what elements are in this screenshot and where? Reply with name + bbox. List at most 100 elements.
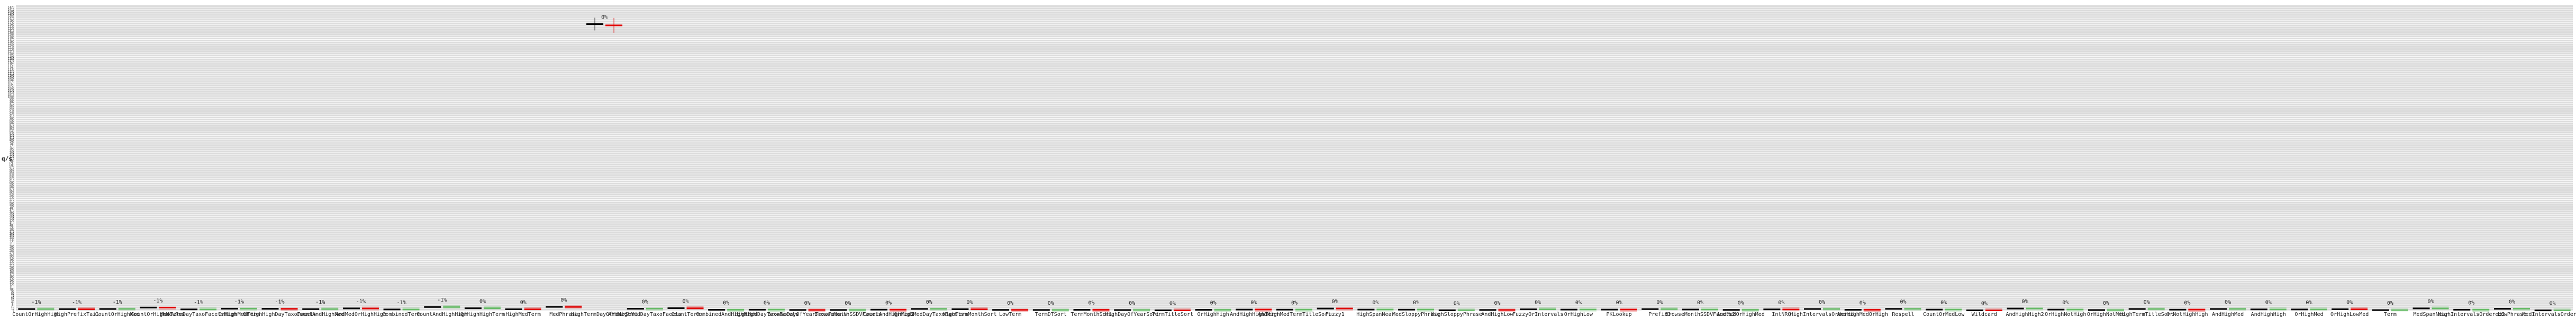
category-label: OrHighHighDayTaxoFacets xyxy=(243,312,316,317)
category-label: Respell xyxy=(1892,312,1914,317)
y-tick-label: 1020 xyxy=(8,92,14,95)
y-tick-label: 40 xyxy=(11,301,14,304)
category-label: HighTermMonthSort xyxy=(942,312,996,317)
category-label: HighIntervalsOrdered xyxy=(1790,312,1854,317)
category-label: AndHighMedTermTitleSort xyxy=(1258,312,1331,317)
y-tick-label: 1360 xyxy=(8,19,14,22)
percent-label: -1% xyxy=(194,300,203,306)
y-tick-label: 250 xyxy=(10,256,14,259)
y-tick-label: 290 xyxy=(10,248,14,251)
y-tick-label: 750 xyxy=(10,149,14,153)
percent-label: 0% xyxy=(2387,301,2393,306)
y-tick-label: 940 xyxy=(10,109,14,112)
y-tick-label: 330 xyxy=(10,239,14,242)
y-tick-label: 730 xyxy=(10,154,14,157)
percent-label: 0% xyxy=(1210,301,1217,306)
category-label: AndHighMed xyxy=(2212,312,2244,317)
category-label: Fuzzy1 xyxy=(1326,312,1345,317)
category-label: Term xyxy=(2384,312,2397,317)
y-tick-label: 880 xyxy=(10,121,14,125)
percent-label: 0% xyxy=(1819,299,1825,305)
y-tick-label: 1320 xyxy=(8,28,14,31)
y-tick-label: 860 xyxy=(10,126,14,129)
category-label: Prefix3 xyxy=(1648,312,1671,317)
y-tick-label: 1280 xyxy=(8,36,14,39)
category-label: AndHighHighTerm xyxy=(1230,312,1277,317)
category-label: BrowseMonthSSDVFacets xyxy=(814,312,881,317)
y-tick-label: 510 xyxy=(10,200,14,204)
y-tick-label: 400 xyxy=(10,224,14,227)
y-tick-label: 90 xyxy=(11,290,14,293)
percent-label: 0% xyxy=(1291,300,1298,306)
bar-marks xyxy=(18,17,2571,312)
y-tick-label: 270 xyxy=(10,252,14,255)
category-label: AndHighHigh xyxy=(2251,312,2286,317)
percent-label: -1% xyxy=(397,300,406,306)
y-tick-label: 60 xyxy=(11,296,14,299)
y-tick-label: 420 xyxy=(10,219,14,223)
y-tick-label: 760 xyxy=(10,147,14,150)
y-tick-label: 1290 xyxy=(8,34,14,37)
category-label: OrHighNotHigh xyxy=(2045,312,2086,317)
category-label: CountOrHighMed xyxy=(95,312,140,317)
y-tick-label: 130 xyxy=(10,281,14,285)
percent-label: 0% xyxy=(1088,301,1094,306)
y-tick-label: 1090 xyxy=(8,77,14,80)
category-label: AndMedOrHighHigh xyxy=(335,312,386,317)
percent-label: 0% xyxy=(1616,300,1622,306)
percent-label: -1% xyxy=(275,299,285,305)
percent-label: 0% xyxy=(966,299,973,305)
category-label: HighIntervalsOrdered2 xyxy=(2438,312,2505,317)
category-label: PKLookup xyxy=(1607,312,1632,317)
y-tick-label: 770 xyxy=(10,145,14,148)
y-tick-label: 560 xyxy=(10,190,14,193)
y-tick-label: 660 xyxy=(10,169,14,172)
category-label: CountTerm xyxy=(671,312,700,317)
y-tick-label: 550 xyxy=(10,192,14,195)
y-tick-label: 1010 xyxy=(8,94,14,97)
y-tick-label: 910 xyxy=(10,115,14,118)
y-tick-label: 10 xyxy=(11,307,14,311)
category-label: CombinedAndHighHigh xyxy=(696,312,756,317)
y-tick-label: 570 xyxy=(10,188,14,191)
y-tick-label: 700 xyxy=(10,160,14,163)
category-label: HighTermDayOfYearSort xyxy=(571,312,638,317)
percent-label: 0% xyxy=(2509,299,2515,305)
y-tick-label: 1390 xyxy=(8,13,14,16)
percent-label: 0% xyxy=(2184,300,2190,306)
y-tick-label: 220 xyxy=(10,262,14,266)
y-tick-label: 580 xyxy=(10,186,14,189)
y-tick-label: 210 xyxy=(10,264,14,268)
category-label: OrHighMed xyxy=(2294,312,2323,317)
y-tick-label: 260 xyxy=(10,254,14,257)
percent-label: 0% xyxy=(804,301,811,306)
y-tick-label: 1000 xyxy=(8,96,14,99)
percent-label: 0% xyxy=(845,301,851,306)
y-tick-label: 960 xyxy=(10,104,14,108)
percent-label: 0% xyxy=(1697,300,1703,306)
category-label: LowPhrase xyxy=(2498,312,2526,317)
y-tick-label: 1400 xyxy=(8,11,14,14)
y-tick-label: 1060 xyxy=(8,83,14,86)
category-label: FuzzyOrIntervals xyxy=(1512,312,1563,317)
y-tick-label: 710 xyxy=(10,158,14,161)
category-label: CountAndHighMed xyxy=(296,312,344,317)
percent-label: 0% xyxy=(2144,299,2150,305)
y-tick-label: 180 xyxy=(10,271,14,274)
category-label: AndMedOrHighMed xyxy=(1717,312,1765,317)
y-tick-label: 1340 xyxy=(8,23,14,26)
y-tick-label: 970 xyxy=(10,102,14,105)
percent-label: 0% xyxy=(1250,300,1257,306)
y-tick-label: 790 xyxy=(10,140,14,144)
y-tick-label: 320 xyxy=(10,241,14,244)
percent-label: 0% xyxy=(2022,299,2028,305)
percent-label: 0% xyxy=(1900,299,1906,305)
y-tick-label: 390 xyxy=(10,226,14,229)
percent-label: 0% xyxy=(2346,299,2353,305)
category-label: MedSpanNear xyxy=(2413,312,2448,317)
category-label: HighSloppyPhrase xyxy=(1431,312,1482,317)
category-label: CountOrMedLow xyxy=(1923,312,1965,317)
category-label: BrowseDayOfYearTaxoFacets xyxy=(767,312,847,317)
percent-label: 0% xyxy=(1454,301,1460,306)
percent-label: -1% xyxy=(31,299,41,305)
